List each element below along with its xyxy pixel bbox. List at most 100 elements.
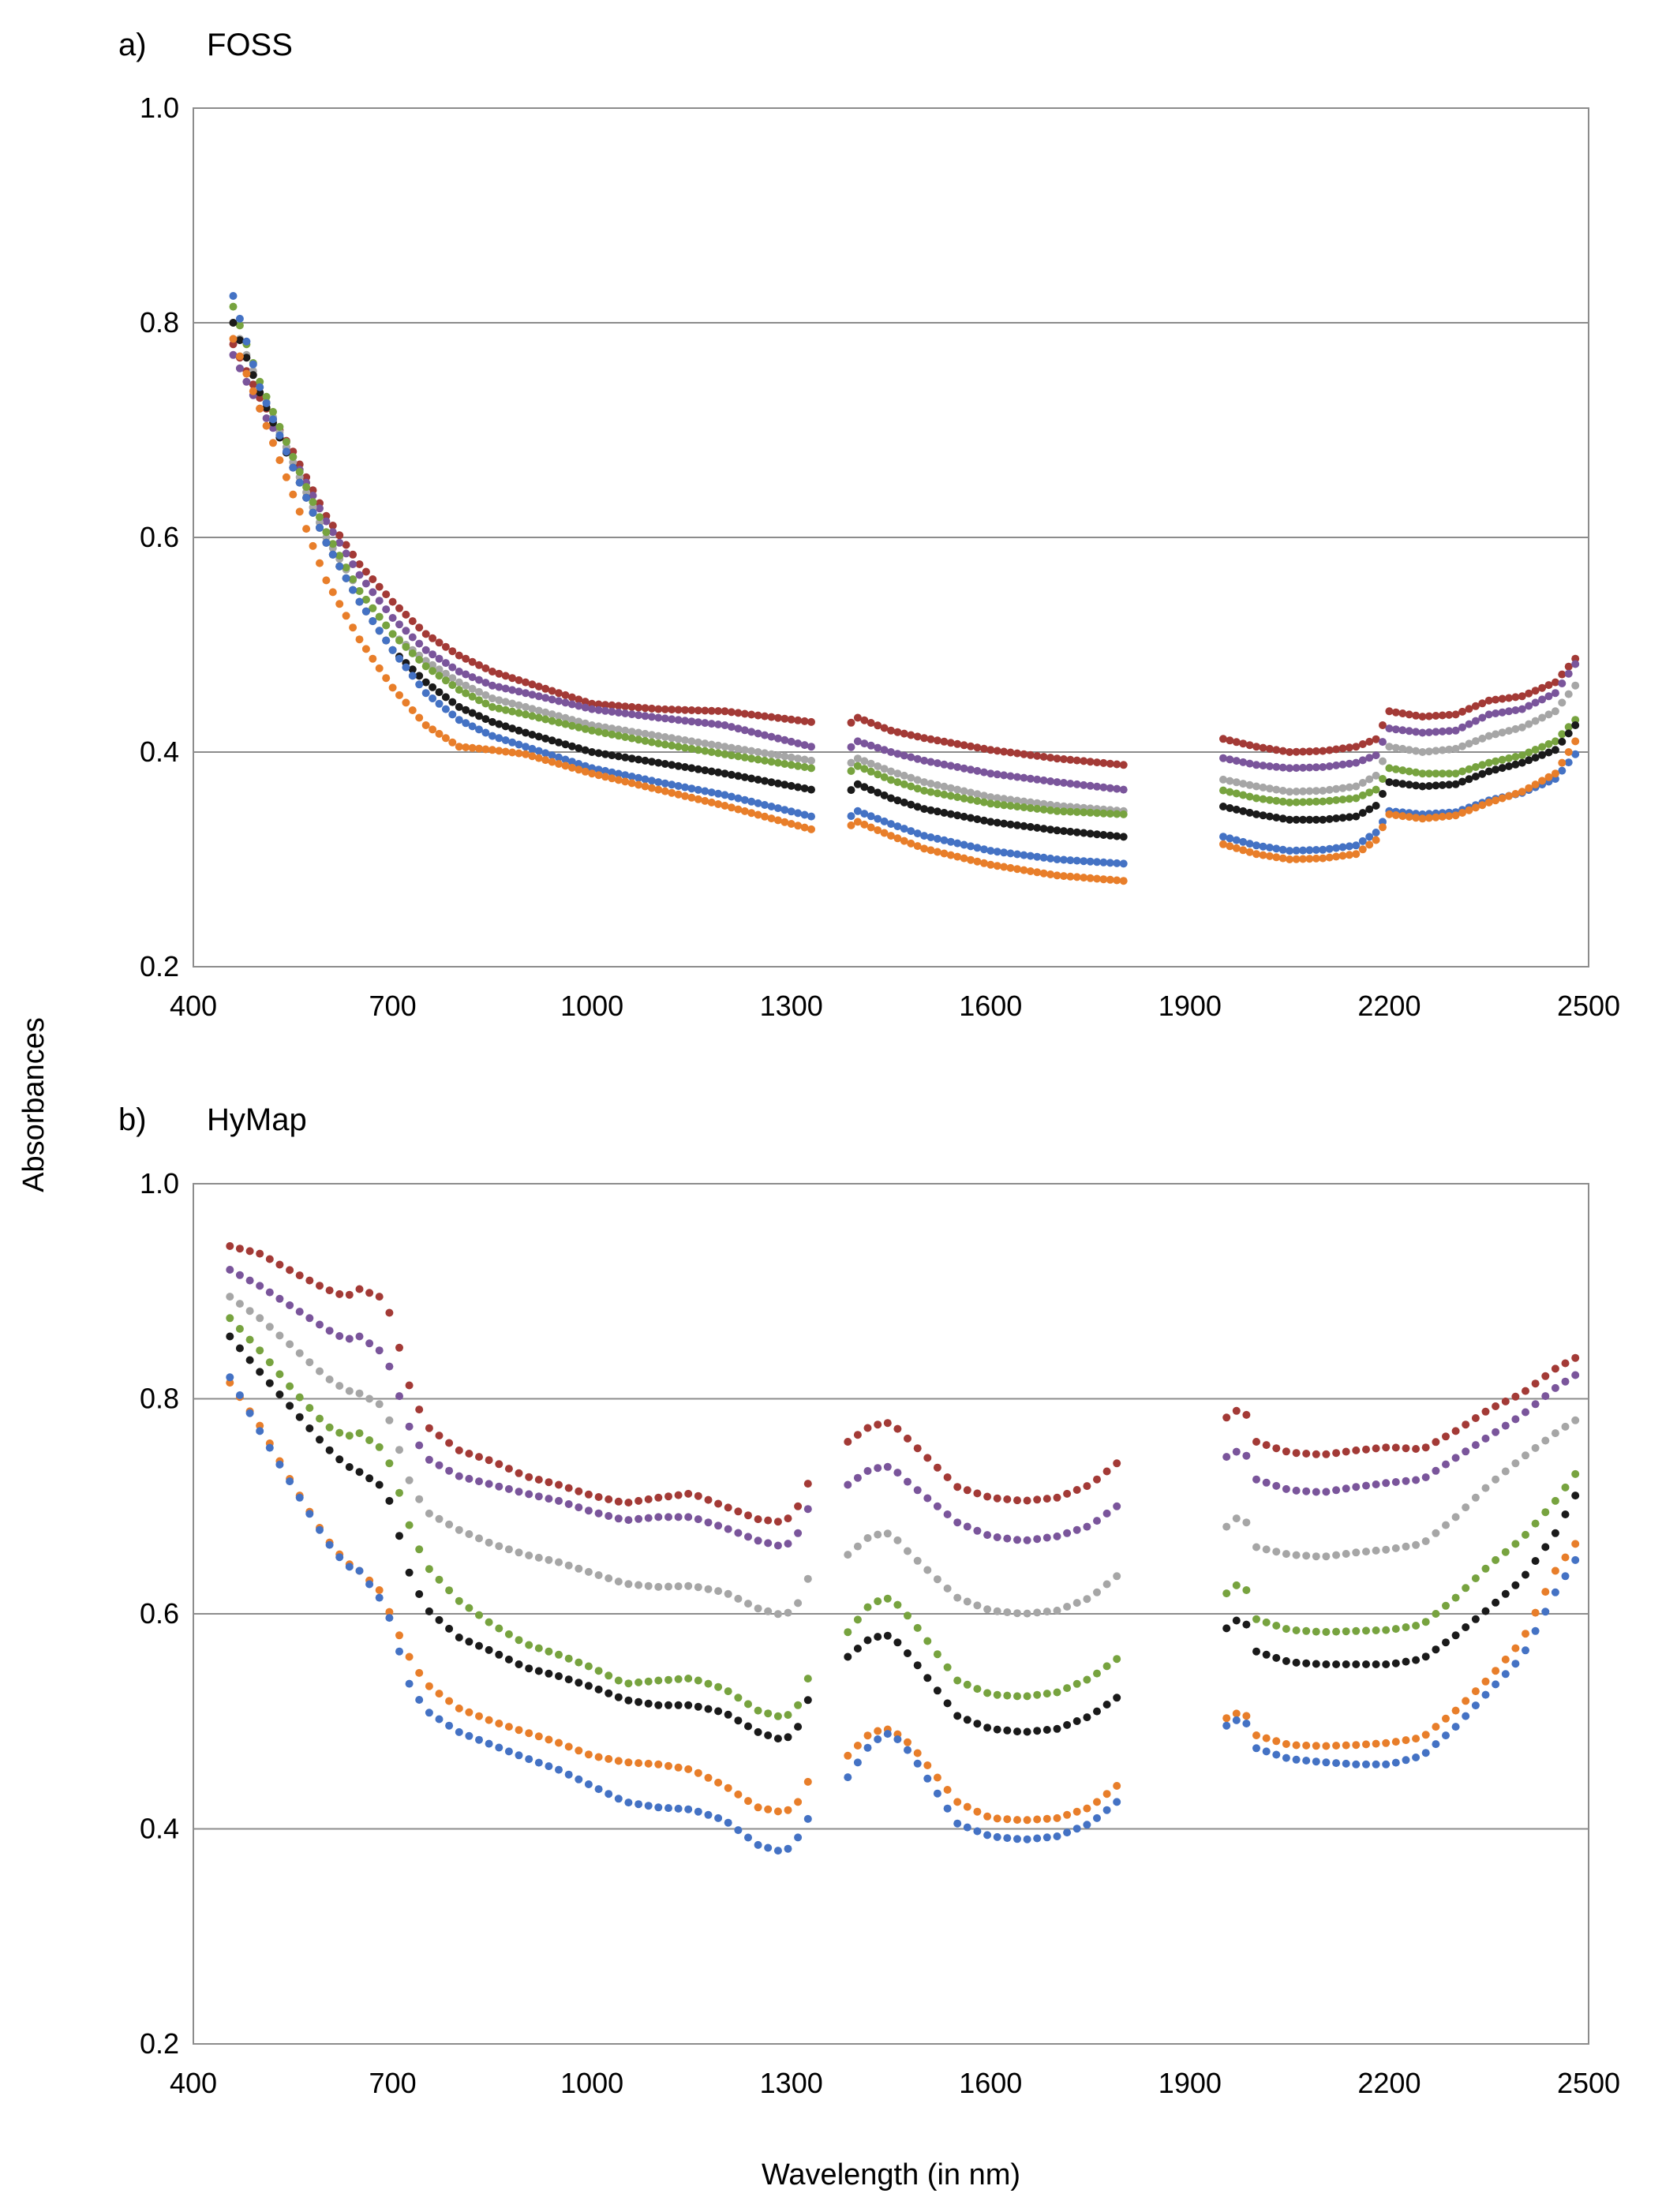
- data-point: [1245, 840, 1254, 848]
- data-point: [441, 705, 450, 713]
- data-point: [1379, 790, 1387, 798]
- data-point: [1438, 746, 1447, 754]
- data-point: [455, 1446, 463, 1454]
- data-point: [1501, 1589, 1510, 1598]
- data-point: [1332, 784, 1341, 793]
- data-point: [1561, 1422, 1570, 1431]
- data-point: [575, 765, 583, 774]
- data-point: [388, 683, 397, 692]
- data-point: [1322, 1660, 1331, 1668]
- data-point: [522, 710, 530, 719]
- data-point: [415, 1441, 424, 1450]
- data-point: [1093, 830, 1101, 839]
- data-point: [415, 1495, 424, 1503]
- data-point: [1551, 1496, 1559, 1505]
- data-point: [1282, 1740, 1290, 1748]
- data-point: [973, 1601, 982, 1610]
- data-point: [993, 1690, 1001, 1699]
- data-point: [647, 738, 656, 747]
- data-point: [1352, 1760, 1361, 1768]
- data-point: [907, 753, 915, 762]
- data-point: [1421, 1749, 1430, 1757]
- data-point: [548, 710, 556, 719]
- data-point: [1006, 748, 1015, 757]
- data-point: [973, 743, 982, 752]
- data-point: [803, 1814, 812, 1823]
- data-point: [967, 795, 975, 804]
- data-point: [1046, 777, 1055, 785]
- data-point: [1232, 778, 1241, 787]
- data-point: [853, 1742, 862, 1750]
- data-point: [1362, 1626, 1370, 1635]
- data-point: [1418, 814, 1427, 823]
- data-point: [1451, 1631, 1460, 1640]
- data-point: [1093, 809, 1101, 818]
- data-point: [435, 1615, 444, 1624]
- data-point: [904, 1477, 911, 1486]
- data-point: [1505, 754, 1513, 762]
- data-point: [1362, 1760, 1370, 1768]
- data-point: [1102, 1806, 1111, 1814]
- data-point: [226, 1293, 234, 1301]
- data-point: [1365, 805, 1374, 814]
- data-point: [1551, 678, 1559, 687]
- data-point: [684, 1765, 693, 1773]
- data-point: [448, 663, 457, 672]
- data-point: [415, 672, 424, 680]
- data-point: [641, 775, 649, 784]
- data-point: [986, 769, 995, 778]
- data-point: [302, 493, 311, 502]
- data-point: [847, 718, 855, 727]
- data-point: [385, 1614, 394, 1623]
- data-point: [1332, 1486, 1341, 1495]
- data-point: [1272, 785, 1281, 794]
- data-point: [295, 1413, 304, 1421]
- data-point: [641, 736, 649, 745]
- data-point: [687, 744, 696, 753]
- data-point: [1382, 1660, 1391, 1668]
- data-point: [654, 1582, 663, 1591]
- data-point: [1558, 766, 1567, 775]
- data-point: [803, 1574, 812, 1583]
- data-point: [1053, 807, 1061, 815]
- data-point: [853, 1542, 862, 1551]
- data-point: [349, 623, 357, 632]
- data-point: [634, 1759, 643, 1768]
- data-point: [567, 716, 576, 724]
- data-point: [541, 756, 550, 765]
- data-point: [1242, 1586, 1251, 1594]
- data-point: [1541, 1543, 1550, 1551]
- data-point: [534, 692, 543, 701]
- data-point: [601, 701, 609, 709]
- data-point: [575, 760, 583, 768]
- data-point: [349, 550, 357, 559]
- data-point: [784, 1608, 792, 1617]
- data-point: [1093, 1588, 1101, 1596]
- data-point: [1006, 772, 1015, 780]
- data-point: [564, 1742, 573, 1751]
- data-point: [754, 1515, 762, 1524]
- data-point: [627, 702, 636, 711]
- data-point: [1451, 744, 1460, 753]
- data-point: [874, 721, 882, 730]
- data-point: [501, 747, 510, 756]
- data-point: [408, 649, 417, 657]
- data-point: [764, 1516, 773, 1525]
- data-point: [355, 1285, 364, 1293]
- data-point: [405, 1381, 414, 1390]
- data-point: [860, 765, 869, 773]
- data-point: [800, 741, 809, 750]
- data-point: [704, 1518, 713, 1527]
- data-point: [1013, 1536, 1021, 1544]
- data-point: [1252, 782, 1260, 791]
- data-point: [913, 829, 922, 838]
- data-point: [1033, 1495, 1042, 1504]
- data-point: [953, 1676, 962, 1685]
- data-point: [1325, 853, 1334, 862]
- panel-b-xtick: 1600: [959, 2067, 1022, 2099]
- data-point: [844, 1628, 852, 1637]
- data-point: [1352, 1446, 1361, 1454]
- data-point: [1242, 1712, 1251, 1720]
- data-point: [1099, 875, 1108, 884]
- data-point: [365, 1394, 374, 1403]
